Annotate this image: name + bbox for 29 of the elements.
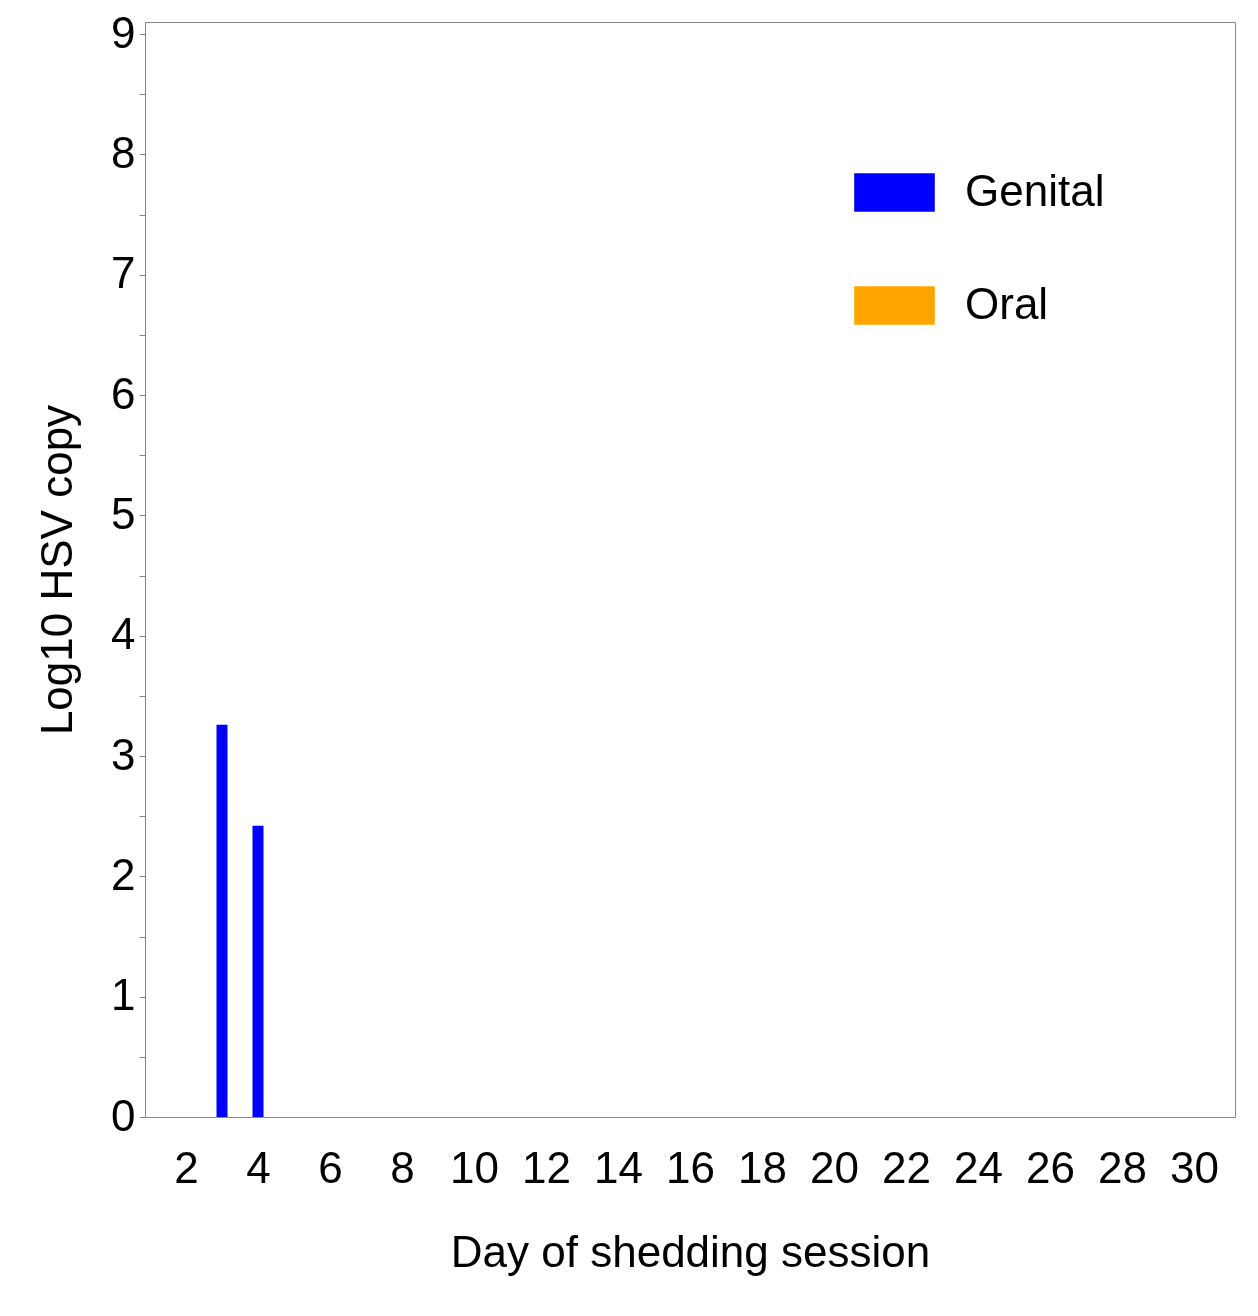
x-tick-label: 6 <box>318 1142 343 1192</box>
legend-label: Oral <box>965 278 1049 328</box>
y-tick-label: 8 <box>111 127 136 177</box>
x-tick-label: 16 <box>666 1142 715 1192</box>
y-tick-label: 0 <box>111 1090 136 1140</box>
x-tick-label: 24 <box>954 1142 1003 1192</box>
y-tick-label: 1 <box>111 970 136 1020</box>
y-tick-label: 2 <box>111 849 136 899</box>
y-tick-label: 9 <box>111 7 136 57</box>
y-tick-label: 7 <box>111 248 136 298</box>
x-tick-label: 18 <box>738 1142 787 1192</box>
y-axis-title: Log10 HSV copy <box>32 404 82 736</box>
x-tick-label: 26 <box>1026 1142 1075 1192</box>
x-tick-label: 20 <box>810 1142 859 1192</box>
x-tick-label: 30 <box>1170 1142 1219 1192</box>
x-tick-label: 12 <box>522 1142 571 1192</box>
x-tick-label: 10 <box>450 1142 499 1192</box>
x-tick-label: 2 <box>174 1142 199 1192</box>
x-tick-label: 14 <box>594 1142 643 1192</box>
y-tick-label: 4 <box>111 609 136 659</box>
y-tick-label: 5 <box>111 488 136 538</box>
x-tick-label: 8 <box>390 1142 415 1192</box>
x-tick-label: 28 <box>1098 1142 1147 1192</box>
x-tick-label: 4 <box>246 1142 271 1192</box>
legend-label: Genital <box>965 165 1105 215</box>
y-tick-label: 6 <box>111 368 136 418</box>
y-tick-label: 3 <box>111 729 136 779</box>
x-axis-title: Day of shedding session <box>450 1226 931 1276</box>
x-tick-label: 22 <box>882 1142 931 1192</box>
